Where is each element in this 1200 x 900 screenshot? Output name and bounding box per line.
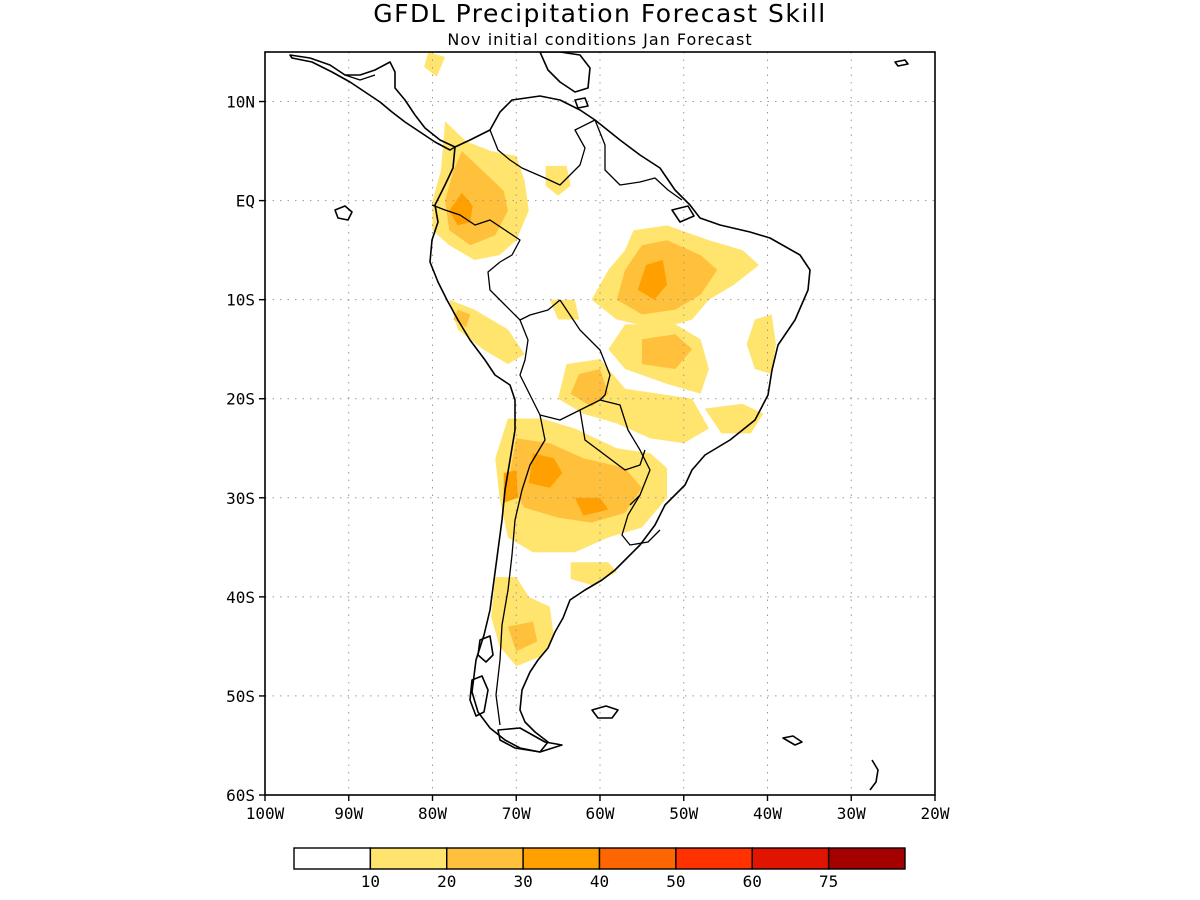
sandwich-islands-coastline <box>869 759 879 791</box>
colorbar: 10 20 30 40 50 60 75 <box>293 847 906 891</box>
skill-region-bolivia-paraguay-level-2 <box>570 369 609 407</box>
skill-region-venezuela-south-level-1 <box>545 165 571 196</box>
chart-title: GFDL Precipitation Forecast Skill <box>373 0 827 28</box>
border-colombia-venezuela <box>489 119 596 186</box>
border-mexico <box>344 74 376 81</box>
colorbar-swatch-6 <box>751 847 830 870</box>
colorbar-label-6: 75 <box>819 872 838 891</box>
skill-region-ne-brazil-coast-level-1 <box>746 314 776 374</box>
skill-region-argentina-north-level-3 <box>528 453 563 488</box>
colorbar-label-4: 50 <box>666 872 685 891</box>
y-tick-label-5: 40S <box>226 588 255 607</box>
skill-region-se-brazil-level-1 <box>704 403 764 434</box>
longitude-ticks: 100W 90W 80W 70W 60W 50W 40W 30W 20W <box>246 795 950 823</box>
colorbar-swatch-7 <box>827 847 906 870</box>
chile-islands-coastline <box>469 675 489 717</box>
coastlines <box>289 52 909 791</box>
y-tick-label-2: 10S <box>226 291 255 310</box>
border-bolivia-brazil <box>559 299 611 401</box>
border-paraguay <box>579 409 646 471</box>
y-tick-label-0: 10N <box>226 93 255 112</box>
skill-region-colombia-ecuador-level-3 <box>449 192 473 226</box>
x-tick-label-1: 90W <box>334 804 363 823</box>
border-guianas <box>594 119 683 201</box>
skill-region-patagonia-level-2 <box>507 621 538 652</box>
latitude-ticks: 10N EQ 10S 20S 30S 40S 50S 60S <box>226 93 265 805</box>
map-frame <box>264 51 936 796</box>
x-tick-label-8: 20W <box>921 804 950 823</box>
trinidad-coastline <box>574 97 589 109</box>
y-tick-label-3: 20S <box>226 390 255 409</box>
skill-region-amazon-east-level-3 <box>637 260 667 300</box>
skill-region-buenos-aires-south-level-1 <box>570 562 617 585</box>
colorbar-swatch-0 <box>293 847 372 870</box>
colorbar-label-5: 60 <box>743 872 762 891</box>
x-tick-label-2: 80W <box>418 804 447 823</box>
y-tick-label-6: 50S <box>226 687 255 706</box>
national-borders <box>344 74 683 726</box>
y-tick-label-7: 60S <box>226 786 255 805</box>
colorbar-swatch-5 <box>675 847 753 870</box>
y-tick-label-1: EQ <box>236 192 255 211</box>
chiloe-coastline <box>477 635 494 663</box>
colorbar-label-0: 10 <box>361 872 380 891</box>
colorbar-swatch-2 <box>446 847 524 870</box>
skill-region-amazon-east-level-2 <box>616 240 718 315</box>
colorbar-label-2: 30 <box>513 872 532 891</box>
falklands-coastline <box>591 705 619 719</box>
amazon-mouth-coastline <box>671 205 695 223</box>
skill-region-central-mexico-level-1 <box>424 52 446 77</box>
x-tick-label-5: 50W <box>669 804 698 823</box>
skill-shading <box>424 52 776 667</box>
skill-region-central-brazil-level-2 <box>641 334 693 369</box>
colorbar-label-1: 20 <box>437 872 456 891</box>
central-america-coastline <box>289 54 456 151</box>
chart-subtitle: Nov initial conditions Jan Forecast <box>447 30 752 49</box>
colorbar-swatch-4 <box>598 847 677 870</box>
south-georgia-coastline <box>782 735 803 746</box>
tierra-del-fuego-coastline <box>497 727 563 753</box>
skill-region-bolivia-north-level-1 <box>549 299 580 320</box>
x-tick-label-3: 70W <box>502 804 531 823</box>
x-tick-label-7: 30W <box>837 804 866 823</box>
atlantic-island-coastline <box>894 59 909 67</box>
gridlines <box>265 52 935 795</box>
x-tick-label-0: 100W <box>246 804 285 823</box>
skill-region-peru-south-level-1 <box>449 299 525 365</box>
x-tick-label-6: 40W <box>753 804 782 823</box>
colorbar-swatch-1 <box>369 847 448 870</box>
skill-region-peru-south-level-2 <box>453 309 471 328</box>
galapagos-coastline <box>334 205 353 221</box>
border-argentina-brazil <box>621 494 661 546</box>
border-chile-argentina <box>495 414 546 726</box>
y-tick-label-4: 30S <box>226 489 255 508</box>
south-america-coastline <box>429 95 811 753</box>
border-peru-brazil <box>487 261 561 321</box>
colorbar-label-3: 40 <box>590 872 609 891</box>
x-tick-label-4: 60W <box>586 804 615 823</box>
border-colombia-ecuador <box>431 204 521 263</box>
colorbar-swatch-3 <box>522 847 601 870</box>
caribbean-coastline <box>539 52 591 93</box>
